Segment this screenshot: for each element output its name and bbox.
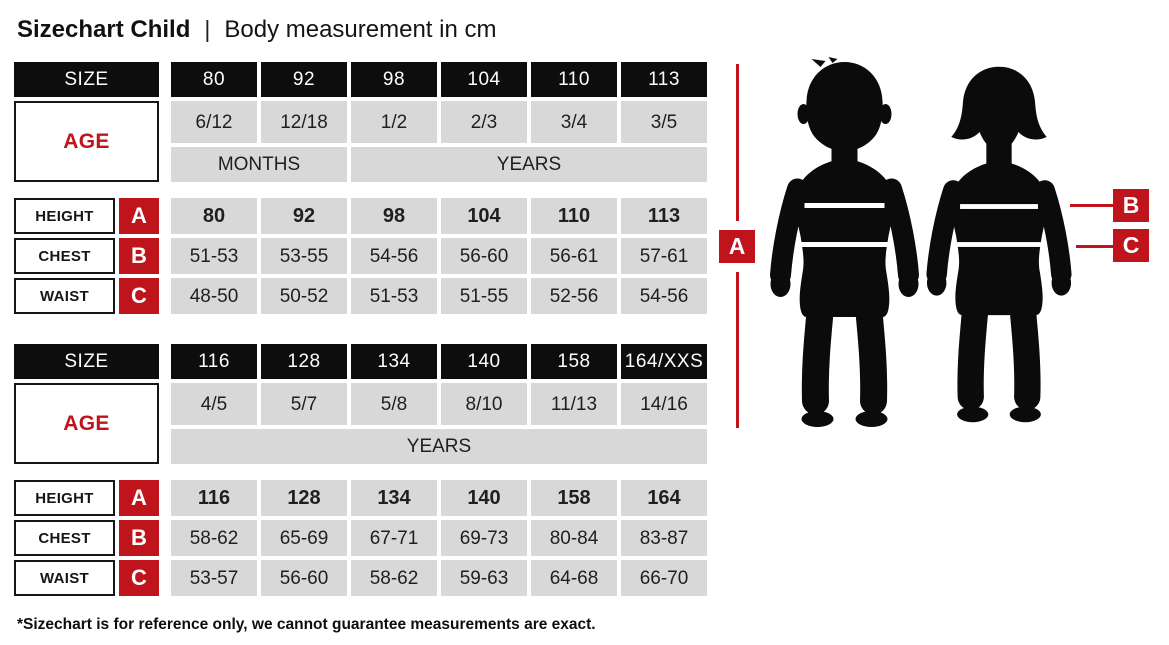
size-cell: 98	[351, 62, 437, 97]
age-cell: 12/18	[261, 101, 347, 143]
height-measure-line-bottom	[736, 272, 739, 428]
height-row-label: HEIGHT	[14, 198, 115, 234]
chest-cell: 83-87	[621, 520, 707, 556]
chest-measure-line	[1070, 204, 1113, 207]
height-measure-line-top	[736, 64, 739, 221]
chest-cell: 58-62	[171, 520, 257, 556]
age-cell: 8/10	[441, 383, 527, 425]
title-divider: |	[204, 16, 211, 42]
waist-cell: 58-62	[351, 560, 437, 596]
unit-years-cell: YEARS	[171, 429, 707, 464]
age-cell: 5/7	[261, 383, 347, 425]
waist-cell: 59-63	[441, 560, 527, 596]
height-cell: 128	[261, 480, 347, 516]
size-cell: 140	[441, 344, 527, 379]
marker-c-badge: C	[119, 278, 159, 314]
size-cell: 104	[441, 62, 527, 97]
chest-cell: 65-69	[261, 520, 347, 556]
chest-cell: 53-55	[261, 238, 347, 274]
girl-silhouette-icon	[926, 66, 1072, 423]
height-cell: 110	[531, 198, 617, 234]
age-cell: 5/8	[351, 383, 437, 425]
age-cell: 11/13	[531, 383, 617, 425]
height-cell: 116	[171, 480, 257, 516]
marker-a-badge: A	[119, 480, 159, 516]
chest-cell: 51-53	[171, 238, 257, 274]
chest-cell: 57-61	[621, 238, 707, 274]
size-cell: 92	[261, 62, 347, 97]
height-cell: 164	[621, 480, 707, 516]
age-label-cell: AGE	[14, 101, 159, 182]
page-header: Sizechart Child | Body measurement in cm	[17, 14, 496, 45]
chest-row-label: CHEST	[14, 238, 115, 274]
marker-c-box: C	[1113, 229, 1149, 262]
age-cell: 14/16	[621, 383, 707, 425]
disclaimer-text: *Sizechart is for reference only, we can…	[17, 615, 596, 633]
height-cell: 140	[441, 480, 527, 516]
unit-months-cell: MONTHS	[171, 147, 347, 182]
sizechart-table-large: SIZE 116 128 134 140 158 164/XXS AGE 4/5…	[14, 344, 707, 596]
marker-c-badge: C	[119, 560, 159, 596]
waist-measure-line	[1076, 245, 1113, 248]
chest-cell: 67-71	[351, 520, 437, 556]
age-label-cell: AGE	[14, 383, 159, 464]
chest-cell: 56-60	[441, 238, 527, 274]
height-cell: 113	[621, 198, 707, 234]
age-cell: 3/4	[531, 101, 617, 143]
chest-row-label: CHEST	[14, 520, 115, 556]
size-header-cell: SIZE	[14, 344, 159, 379]
waist-row-label: WAIST	[14, 560, 115, 596]
size-cell: 134	[351, 344, 437, 379]
age-cell: 6/12	[171, 101, 257, 143]
age-cell: 3/5	[621, 101, 707, 143]
height-cell: 92	[261, 198, 347, 234]
waist-cell: 66-70	[621, 560, 707, 596]
waist-cell: 64-68	[531, 560, 617, 596]
size-cell: 128	[261, 344, 347, 379]
waist-cell: 51-53	[351, 278, 437, 314]
height-cell: 80	[171, 198, 257, 234]
height-cell: 104	[441, 198, 527, 234]
page-subtitle: Body measurement in cm	[224, 16, 497, 43]
size-cell: 113	[621, 62, 707, 97]
chest-cell: 80-84	[531, 520, 617, 556]
waist-cell: 56-60	[261, 560, 347, 596]
marker-b-badge: B	[119, 520, 159, 556]
sizechart-table-small: SIZE 80 92 98 104 110 113 AGE 6/12 12/18…	[14, 62, 707, 314]
size-cell: 110	[531, 62, 617, 97]
height-cell: 158	[531, 480, 617, 516]
height-row-label: HEIGHT	[14, 480, 115, 516]
page-title: Sizechart Child	[17, 16, 191, 43]
size-cell: 116	[171, 344, 257, 379]
boy-silhouette-icon	[770, 57, 919, 427]
marker-a-box: A	[719, 230, 755, 263]
chest-cell: 69-73	[441, 520, 527, 556]
waist-cell: 48-50	[171, 278, 257, 314]
marker-a-badge: A	[119, 198, 159, 234]
waist-row-label: WAIST	[14, 278, 115, 314]
waist-cell: 52-56	[531, 278, 617, 314]
size-cell: 164/XXS	[621, 344, 707, 379]
size-cell: 158	[531, 344, 617, 379]
waist-cell: 53-57	[171, 560, 257, 596]
waist-cell: 50-52	[261, 278, 347, 314]
size-header-cell: SIZE	[14, 62, 159, 97]
height-cell: 134	[351, 480, 437, 516]
marker-b-badge: B	[119, 238, 159, 274]
chest-cell: 54-56	[351, 238, 437, 274]
height-cell: 98	[351, 198, 437, 234]
waist-cell: 54-56	[621, 278, 707, 314]
marker-b-box: B	[1113, 189, 1149, 222]
unit-years-cell: YEARS	[351, 147, 707, 182]
age-cell: 1/2	[351, 101, 437, 143]
chest-cell: 56-61	[531, 238, 617, 274]
age-cell: 2/3	[441, 101, 527, 143]
size-cell: 80	[171, 62, 257, 97]
age-cell: 4/5	[171, 383, 257, 425]
waist-cell: 51-55	[441, 278, 527, 314]
